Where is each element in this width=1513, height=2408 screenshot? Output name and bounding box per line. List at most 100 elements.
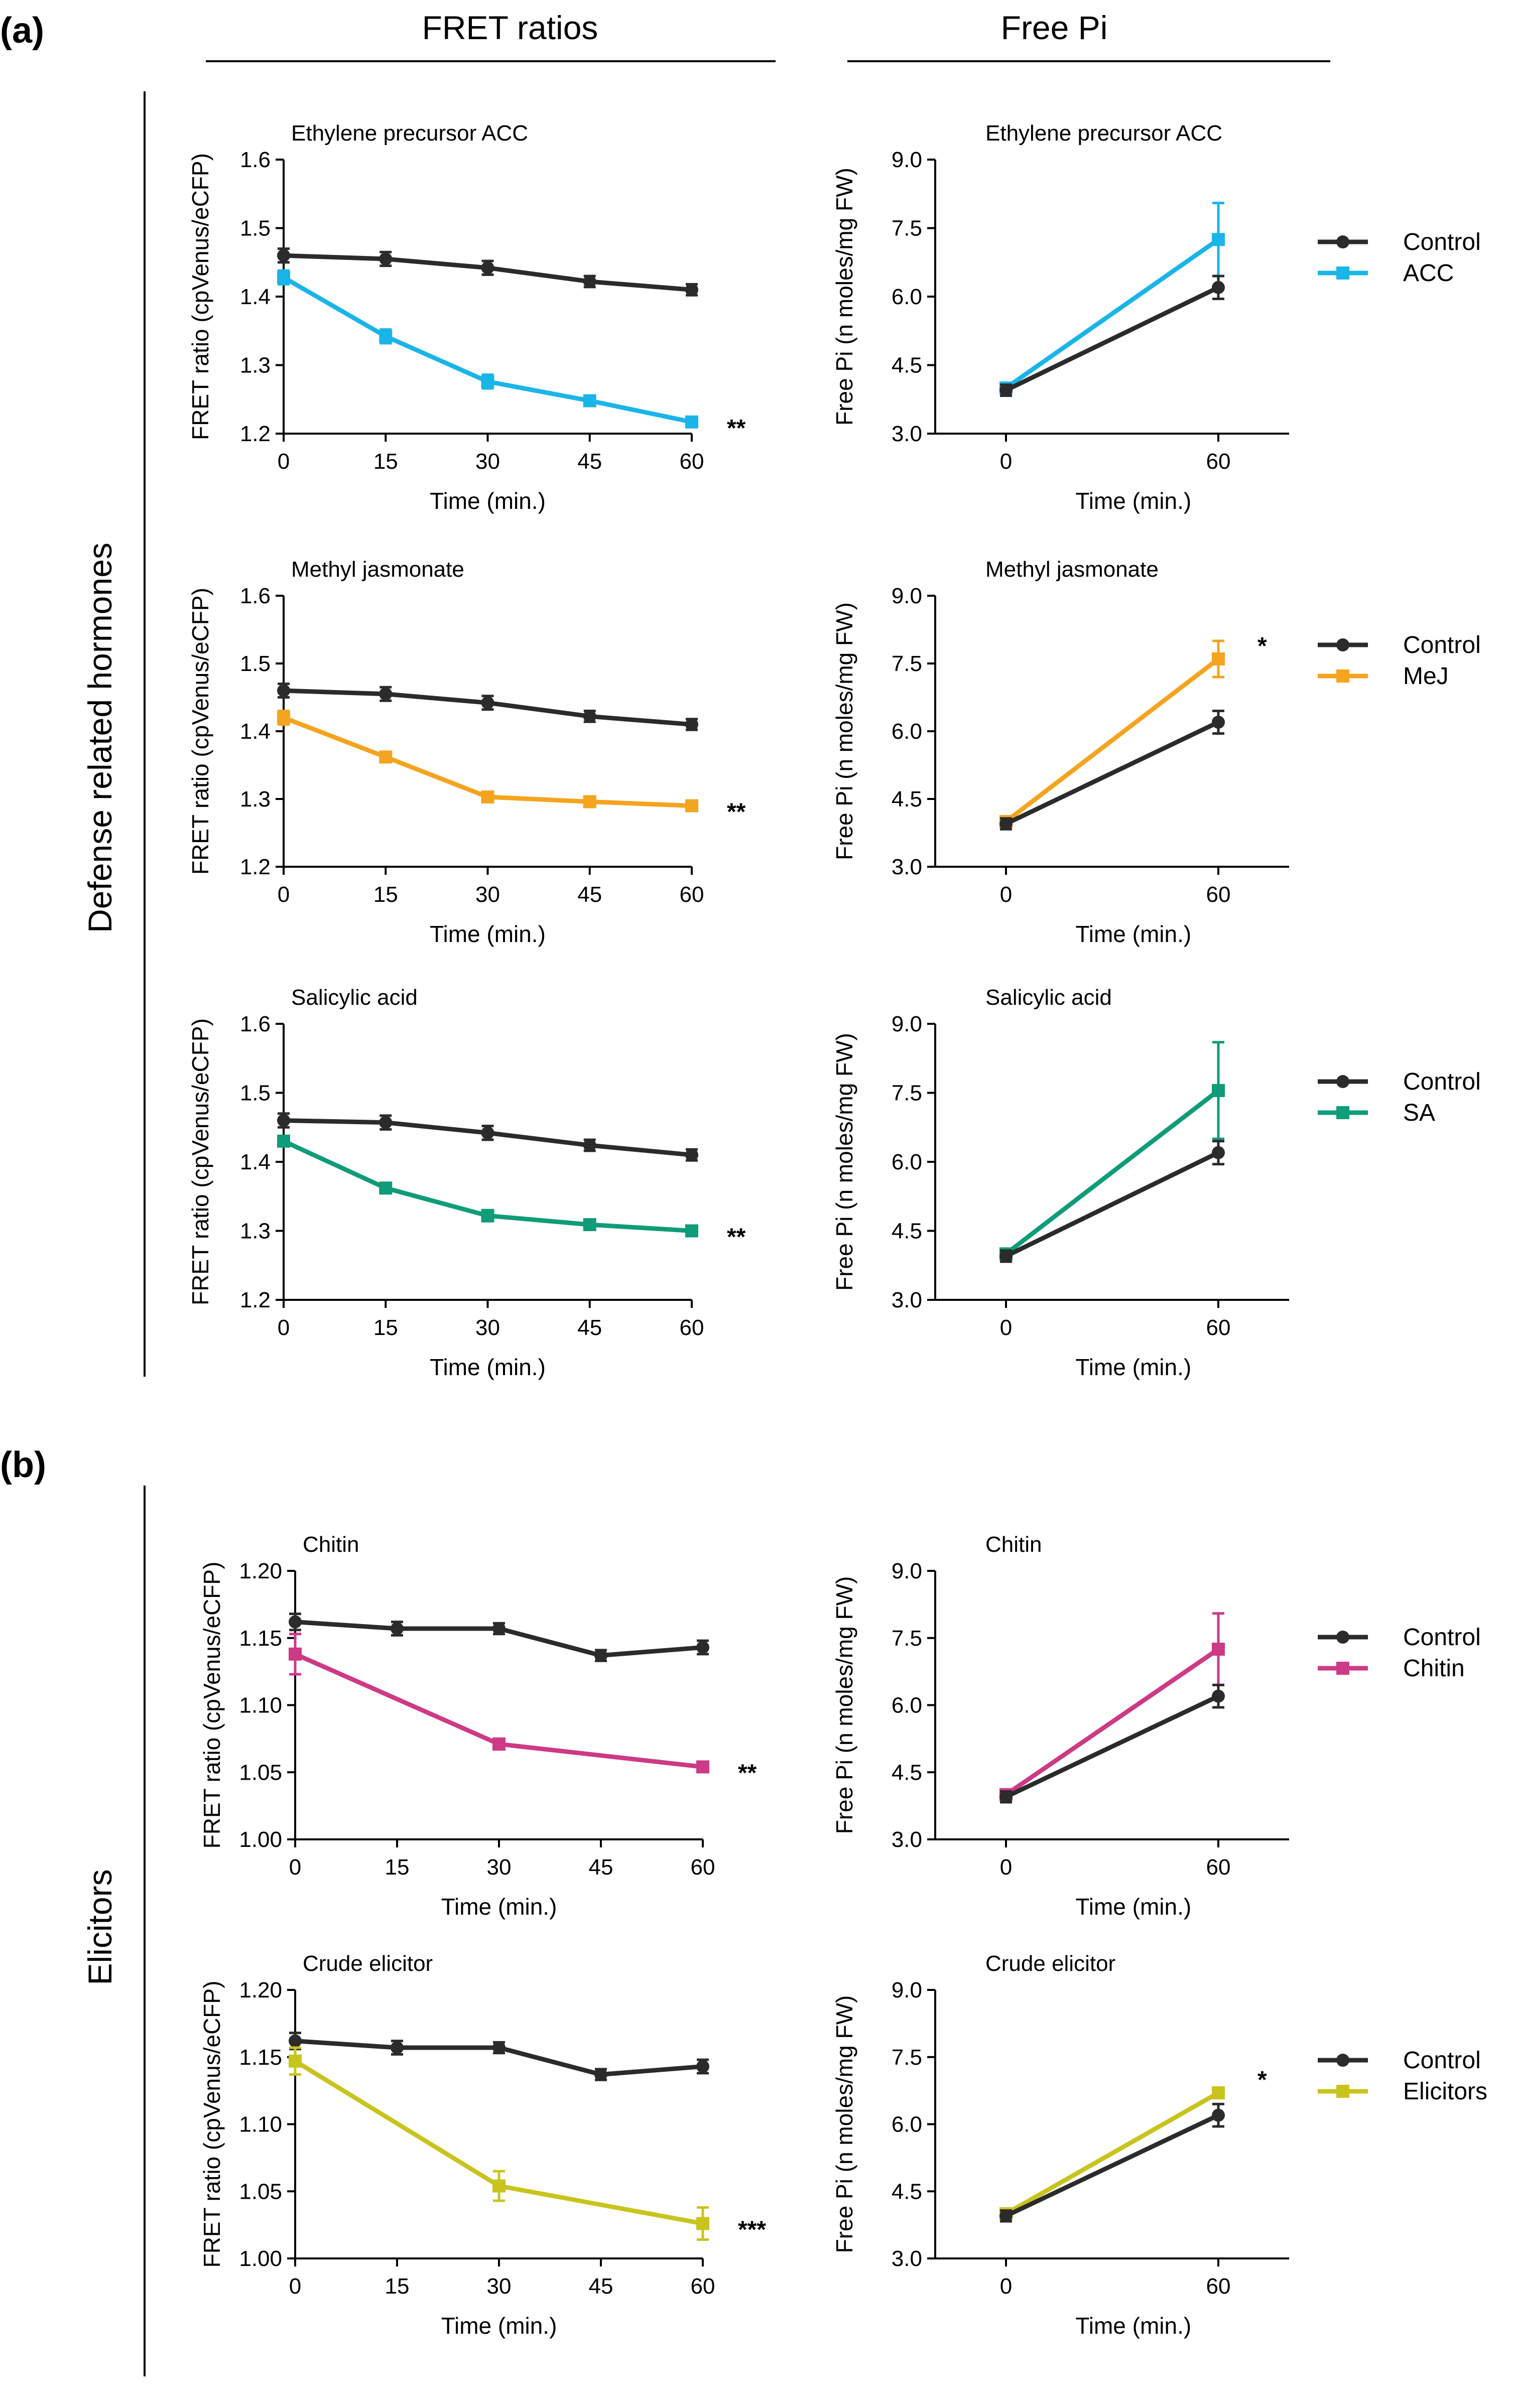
data-point <box>289 2054 302 2068</box>
y-axis-label: Free Pi (n moles/mg FW) <box>831 1576 857 1834</box>
legend-label: SA <box>1403 1100 1435 1126</box>
data-point <box>379 687 393 701</box>
series-control <box>289 2032 709 2081</box>
panel-label-b: (b) <box>0 1445 46 1485</box>
x-tick-label: 0 <box>278 882 290 907</box>
x-tick-label: 60 <box>680 882 704 907</box>
series-line <box>1005 720 1219 826</box>
y-axis-label: Free Pi (n moles/mg FW) <box>831 602 857 860</box>
data-point <box>583 710 596 723</box>
data-point <box>685 799 698 813</box>
legend-marker <box>1336 1662 1349 1675</box>
y-tick-label: 1.2 <box>240 855 271 879</box>
chart-title: Ethylene precursor ACC <box>291 121 528 146</box>
y-axis-label: Free Pi (n moles/mg FW) <box>831 168 857 426</box>
series-line <box>1005 285 1219 392</box>
legend-label: Elicitors <box>1403 2078 1487 2105</box>
y-tick-label: 3.0 <box>892 1288 922 1312</box>
legend-marker <box>1336 1631 1349 1644</box>
data-point <box>1212 1146 1225 1159</box>
chart-panel-7: Chitin 3.0 4.5 6.0 7.5 9.0 0 60 Time (min.) Free … <box>831 1532 1481 1920</box>
significance-marker: ** <box>738 1760 757 1787</box>
y-tick-label: 9.0 <box>892 1559 922 1583</box>
y-tick-label: 4.5 <box>892 353 922 378</box>
panel-label-a: (a) <box>0 11 44 51</box>
data-point <box>685 1224 698 1238</box>
y-tick-label: 6.0 <box>892 1150 922 1174</box>
series-control <box>999 2102 1225 2223</box>
legend-marker <box>1336 235 1349 248</box>
data-point <box>696 2060 709 2073</box>
chart-panel-1: Ethylene precursor ACC 3.0 4.5 6.0 7.5 9.0 0 60… <box>831 121 1481 514</box>
y-tick-label: 3.0 <box>892 422 922 446</box>
x-tick-label: 0 <box>289 1855 301 1880</box>
series-elicitors <box>999 2086 1225 2220</box>
significance-marker: * <box>1257 2067 1267 2093</box>
legend-label: Control <box>1403 2047 1481 2074</box>
data-point <box>481 375 494 388</box>
y-tick-label: 6.0 <box>892 285 922 309</box>
y-axis-label: FRET ratio (cpVenus/eCFP) <box>199 1562 225 1849</box>
x-tick-label: 60 <box>1206 449 1231 474</box>
chart-title: Crude elicitor <box>985 1951 1115 1976</box>
x-axis-label: Time (min.) <box>441 2313 557 2339</box>
data-point <box>583 275 596 288</box>
series-line <box>1004 237 1220 390</box>
y-tick-label: 7.5 <box>892 2045 922 2070</box>
y-axis-label: Free Pi (n moles/mg FW) <box>831 1995 857 2253</box>
significance-marker: ** <box>727 1224 746 1251</box>
data-point <box>492 1622 506 1636</box>
series-control <box>999 1140 1225 1263</box>
chart-panel-2: Methyl jasmonate 1.2 1.3 1.4 1.5 1.6 0 15 30 45 60… <box>187 557 746 947</box>
x-axis-label: Time (min.) <box>1075 1894 1191 1920</box>
y-tick-label: 6.0 <box>892 1693 922 1718</box>
chart-panel-3: Methyl jasmonate 3.0 4.5 6.0 7.5 9.0 0 60 Time (… <box>831 557 1481 947</box>
series-chitin <box>289 1633 709 1774</box>
chart-panel-6: Chitin 1.00 1.05 1.10 1.15 1.20 0 15 30 45 60 Time … <box>199 1532 757 1920</box>
series-line <box>1004 1647 1220 1797</box>
series-control <box>289 1613 709 1662</box>
series-line <box>1004 1089 1220 1256</box>
series-mej <box>277 710 698 813</box>
y-tick-label: 1.5 <box>240 1081 271 1106</box>
significance-marker: *** <box>738 2216 766 2243</box>
y-tick-label: 3.0 <box>892 1827 922 1852</box>
y-tick-label: 9.0 <box>892 1012 922 1036</box>
y-tick-label: 7.5 <box>892 216 922 241</box>
y-tick-label: 4.5 <box>892 1760 922 1785</box>
legend-item-control: Control <box>1318 229 1481 255</box>
y-tick-label: 1.20 <box>239 1978 282 2002</box>
y-tick-label: 1.4 <box>240 285 271 309</box>
series-control <box>277 683 698 731</box>
y-tick-label: 1.5 <box>240 651 271 676</box>
y-tick-label: 1.10 <box>239 1693 282 1718</box>
series-line <box>282 275 692 425</box>
data-point <box>379 750 393 764</box>
series-control <box>999 275 1225 397</box>
data-point <box>685 1148 698 1162</box>
side-label-elicitors: Elicitors <box>81 1869 118 1985</box>
legend-item-acc: ACC <box>1318 260 1454 287</box>
x-tick-label: 0 <box>278 449 290 474</box>
data-point <box>1212 1084 1225 1097</box>
series-sa <box>277 1134 698 1238</box>
y-tick-label: 9.0 <box>892 584 922 608</box>
data-point <box>1212 281 1225 294</box>
legend-marker <box>1336 638 1349 651</box>
legend-label: Control <box>1403 1068 1481 1095</box>
data-point <box>481 1126 494 1140</box>
series-line <box>1005 1694 1219 1799</box>
y-tick-label: 1.6 <box>240 148 271 172</box>
chart-panel-4: Salicylic acid 1.2 1.3 1.4 1.5 1.6 0 15 30 45 60 Ti… <box>187 985 746 1380</box>
data-point <box>685 415 698 429</box>
legend-label: Control <box>1403 1624 1481 1651</box>
data-point <box>379 1116 393 1129</box>
legend-item-control: Control <box>1318 1624 1481 1651</box>
x-tick-label: 30 <box>475 882 500 907</box>
data-point <box>1212 1643 1225 1656</box>
y-tick-label: 1.3 <box>240 353 271 378</box>
chart-panel-8: Crude elicitor 1.00 1.05 1.10 1.15 1.20 0 15 30 4… <box>199 1951 766 2339</box>
series-control <box>999 710 1225 831</box>
y-tick-label: 1.15 <box>239 1626 282 1651</box>
y-tick-label: 1.3 <box>240 787 271 812</box>
